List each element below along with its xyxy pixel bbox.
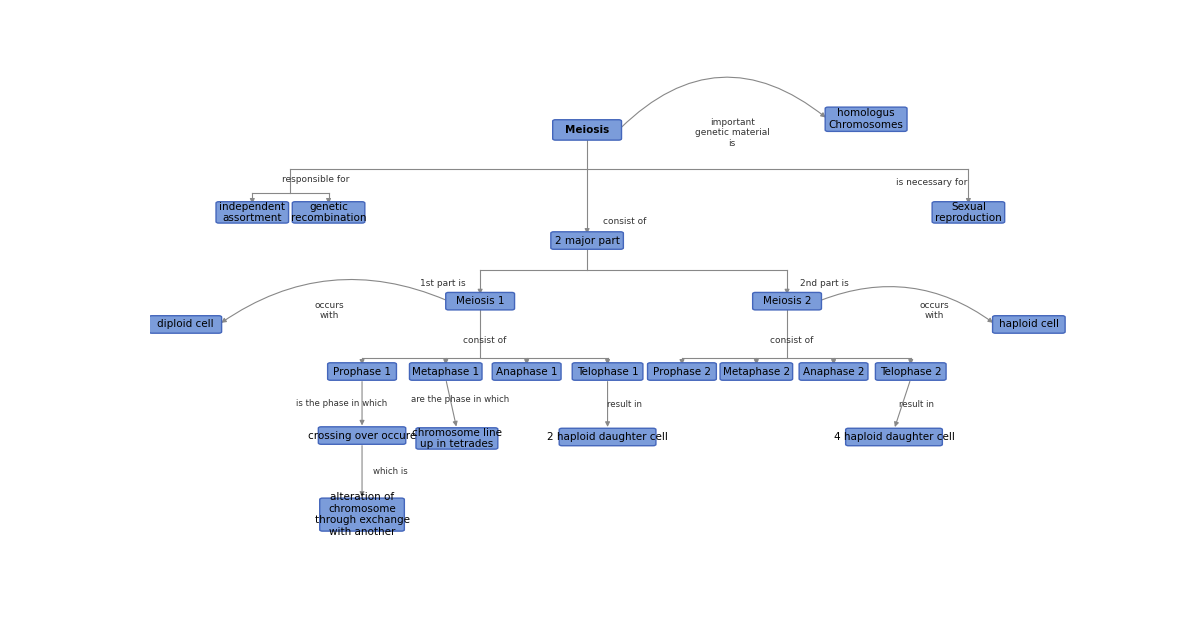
Text: important
genetic material
is: important genetic material is (695, 118, 769, 148)
Text: crossing over occure: crossing over occure (308, 430, 416, 440)
Text: consist of: consist of (770, 336, 814, 345)
FancyBboxPatch shape (553, 120, 622, 140)
Text: occurs
with: occurs with (919, 301, 949, 320)
FancyBboxPatch shape (293, 202, 365, 223)
Text: 2 major part: 2 major part (554, 236, 619, 246)
Text: Telophase 2: Telophase 2 (880, 367, 942, 377)
Text: Telophase 1: Telophase 1 (577, 367, 638, 377)
FancyBboxPatch shape (445, 292, 515, 310)
FancyBboxPatch shape (328, 363, 396, 381)
Text: 2nd part is: 2nd part is (800, 278, 848, 288)
Text: Anaphase 2: Anaphase 2 (803, 367, 864, 377)
Text: Anaphase 1: Anaphase 1 (496, 367, 558, 377)
FancyBboxPatch shape (752, 292, 822, 310)
Text: homologus
Chromosomes: homologus Chromosomes (829, 108, 904, 130)
Text: haploid cell: haploid cell (998, 319, 1058, 329)
FancyBboxPatch shape (799, 363, 868, 381)
Text: Prophase 1: Prophase 1 (334, 367, 391, 377)
Text: which is: which is (372, 467, 407, 476)
Text: Sexual
reproduction: Sexual reproduction (935, 202, 1002, 223)
FancyBboxPatch shape (492, 363, 562, 381)
Text: independent
assortment: independent assortment (220, 202, 286, 223)
Text: result in: result in (607, 400, 642, 409)
FancyBboxPatch shape (720, 363, 793, 381)
FancyBboxPatch shape (409, 363, 482, 381)
Text: is the phase in which: is the phase in which (296, 399, 388, 408)
Text: occurs
with: occurs with (314, 301, 344, 320)
FancyBboxPatch shape (826, 107, 907, 132)
Text: Prophase 2: Prophase 2 (653, 367, 710, 377)
Text: is necessary for: is necessary for (895, 178, 967, 187)
Text: 2 haploid daughter cell: 2 haploid daughter cell (547, 432, 668, 442)
FancyBboxPatch shape (572, 363, 643, 381)
FancyBboxPatch shape (319, 498, 404, 531)
FancyBboxPatch shape (648, 363, 716, 381)
Text: diploid cell: diploid cell (157, 319, 214, 329)
Text: genetic
recombination: genetic recombination (290, 202, 366, 223)
FancyBboxPatch shape (876, 363, 946, 381)
Text: Meiosis: Meiosis (565, 125, 610, 135)
Text: are the phase in which: are the phase in which (412, 394, 510, 404)
FancyBboxPatch shape (416, 428, 498, 449)
FancyBboxPatch shape (992, 316, 1066, 333)
FancyBboxPatch shape (149, 316, 222, 333)
FancyBboxPatch shape (559, 428, 656, 446)
Text: Metaphase 1: Metaphase 1 (412, 367, 479, 377)
Text: result in: result in (899, 400, 934, 409)
Text: 4 haploid daughter cell: 4 haploid daughter cell (834, 432, 954, 442)
Text: Metaphase 2: Metaphase 2 (722, 367, 790, 377)
Text: consist of: consist of (602, 217, 646, 226)
FancyBboxPatch shape (216, 202, 288, 223)
Text: responsible for: responsible for (282, 175, 349, 185)
FancyBboxPatch shape (551, 232, 623, 249)
FancyBboxPatch shape (932, 202, 1004, 223)
FancyBboxPatch shape (318, 427, 406, 444)
Text: chromosome line
up in tetrades: chromosome line up in tetrades (412, 428, 502, 449)
Text: Meiosis 1: Meiosis 1 (456, 296, 504, 306)
Text: consist of: consist of (463, 336, 506, 345)
FancyBboxPatch shape (846, 428, 942, 446)
Text: 1st part is: 1st part is (420, 278, 466, 288)
Text: alteration of
chromosome
through exchange
with another: alteration of chromosome through exchang… (314, 492, 409, 537)
Text: Meiosis 2: Meiosis 2 (763, 296, 811, 306)
